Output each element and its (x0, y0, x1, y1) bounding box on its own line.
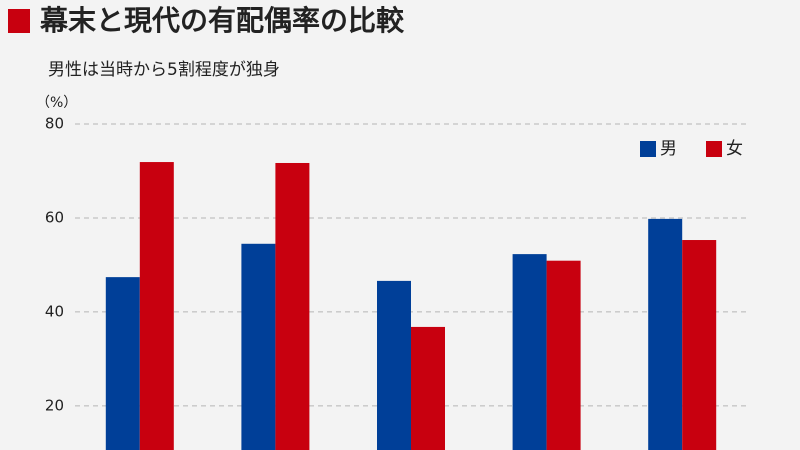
y-tick-label: 60 (45, 208, 64, 226)
y-unit: （%） (36, 95, 77, 111)
legend-label: 男 (660, 139, 677, 159)
legend-swatch (640, 141, 656, 157)
bar (377, 280, 411, 450)
bar (546, 260, 581, 450)
bar (275, 162, 310, 450)
bar (139, 162, 174, 450)
bar (512, 254, 547, 450)
bar (682, 240, 717, 450)
y-tick-label: 40 (45, 302, 64, 320)
y-tick-label: 80 (45, 115, 64, 133)
y-tick-label: 20 (45, 396, 64, 414)
chart-subtitle: 男性は当時から5割程度が独身 (48, 60, 280, 80)
chart-title: 幕末と現代の有配偶率の比較 (39, 4, 405, 37)
legend-label: 女 (726, 139, 743, 159)
bar (241, 243, 276, 450)
title-marker (8, 9, 30, 33)
bar (105, 277, 140, 450)
bar (648, 218, 683, 450)
legend-swatch (706, 141, 722, 157)
bar (411, 326, 445, 450)
